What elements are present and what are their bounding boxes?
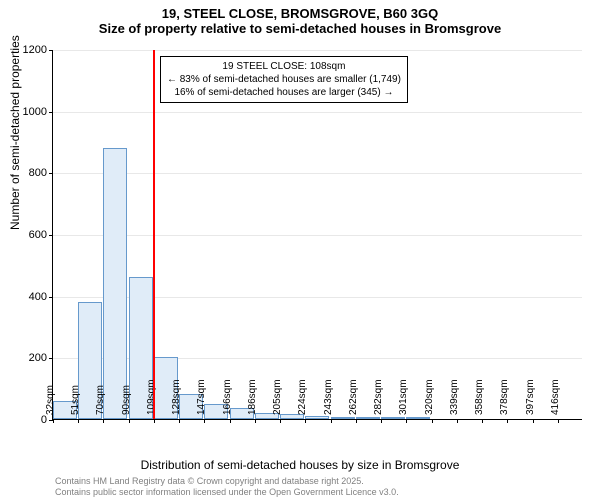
annotation-larger: 16% of semi-detached houses are larger (…: [167, 86, 401, 99]
x-tick-label: 339sqm: [449, 379, 460, 419]
y-tick-label: 200: [29, 352, 53, 364]
annotation-title: 19 STEEL CLOSE: 108sqm: [167, 60, 401, 73]
histogram-bar: [103, 148, 127, 419]
x-tick-label: 416sqm: [550, 379, 561, 419]
grid-line: [53, 235, 582, 236]
grid-line: [53, 112, 582, 113]
footer-line1: Contains HM Land Registry data © Crown c…: [55, 476, 399, 487]
reference-marker-line: [153, 50, 155, 419]
y-tick-label: 1000: [23, 106, 53, 118]
x-tick-label: 378sqm: [499, 379, 510, 419]
x-tick-label: 301sqm: [398, 379, 409, 419]
x-tick-label: 32sqm: [45, 385, 56, 419]
x-tick-label: 358sqm: [474, 379, 485, 419]
grid-line: [53, 173, 582, 174]
footer-attribution: Contains HM Land Registry data © Crown c…: [55, 476, 399, 498]
x-tick-label: 51sqm: [70, 385, 81, 419]
x-tick-label: 147sqm: [196, 379, 207, 419]
y-axis-label: Number of semi-detached properties: [8, 35, 22, 230]
page-title-line2: Size of property relative to semi-detach…: [0, 21, 600, 36]
y-tick-label: 400: [29, 291, 53, 303]
annotation-box: 19 STEEL CLOSE: 108sqm← 83% of semi-deta…: [160, 56, 408, 103]
annotation-smaller: ← 83% of semi-detached houses are smalle…: [167, 73, 401, 86]
histogram-chart: 02004006008001000120032sqm51sqm70sqm90sq…: [52, 50, 582, 420]
x-tick-label: 186sqm: [247, 379, 258, 419]
y-tick-label: 600: [29, 229, 53, 241]
y-tick-label: 800: [29, 167, 53, 179]
page-title-line1: 19, STEEL CLOSE, BROMSGROVE, B60 3GQ: [0, 6, 600, 21]
x-tick-label: 70sqm: [95, 385, 106, 419]
x-tick-label: 397sqm: [525, 379, 536, 419]
footer-line2: Contains public sector information licen…: [55, 487, 399, 498]
y-tick-label: 1200: [23, 44, 53, 56]
x-tick-label: 243sqm: [323, 379, 334, 419]
x-tick-label: 128sqm: [171, 379, 182, 419]
x-tick-label: 320sqm: [424, 379, 435, 419]
x-axis-label: Distribution of semi-detached houses by …: [0, 458, 600, 472]
x-tick-label: 224sqm: [297, 379, 308, 419]
grid-line: [53, 50, 582, 51]
x-tick-label: 205sqm: [272, 379, 283, 419]
x-tick-label: 282sqm: [373, 379, 384, 419]
x-tick-label: 166sqm: [222, 379, 233, 419]
x-tick-label: 109sqm: [146, 379, 157, 419]
x-tick-label: 90sqm: [121, 385, 132, 419]
x-tick-label: 262sqm: [348, 379, 359, 419]
